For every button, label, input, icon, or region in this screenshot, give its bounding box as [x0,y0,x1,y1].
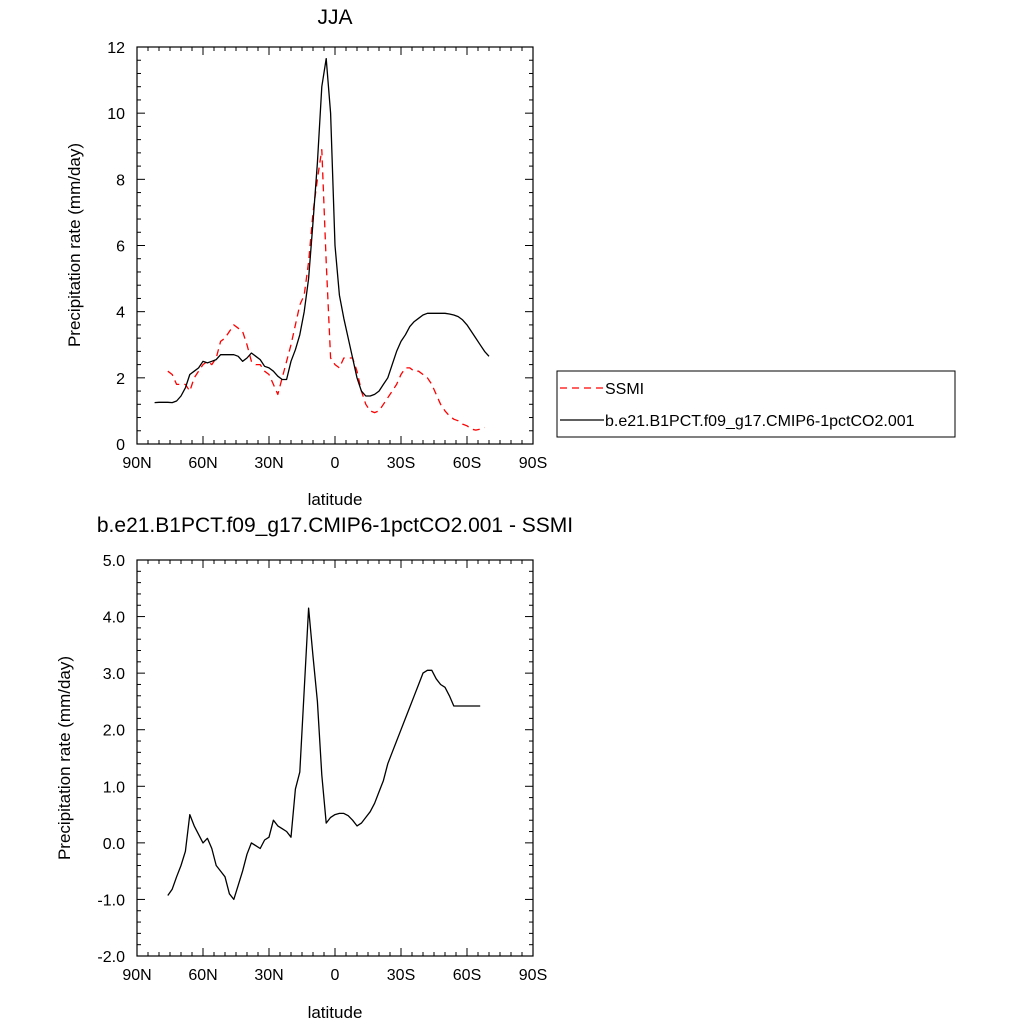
x-tick-label: 60S [453,967,481,984]
y-tick-label: 10 [107,106,125,123]
y-tick-label: 1.0 [103,779,125,796]
y-tick-label: -2.0 [97,949,125,966]
chart-difference: b.e21.B1PCT.f09_g17.CMIP6-1pctCO2.001 - … [55,514,573,1022]
y-tick-label: 5.0 [103,553,125,570]
series-group [154,57,490,431]
x-tick-label: 60S [453,455,481,472]
x-tick-label: 60N [188,967,217,984]
x-tick-label: 90S [519,967,547,984]
y-ticks: 0 2 4 6 8 10 12 [107,40,533,454]
y-axis-label: Precipitation rate (mm/day) [65,143,84,347]
x-tick-label: 0 [331,455,340,472]
x-tick-label: 30N [254,455,283,472]
chart-jja: JJA 90N 60N 30N 0 30S 60S 90S 0 2 4 6 8 10 12 latitu… [65,6,956,509]
chart-title: JJA [317,6,352,29]
legend-label-ssmi: SSMI [605,381,644,398]
x-tick-label: 90S [519,455,547,472]
x-axis-label: latitude [308,1003,363,1022]
chart-title: b.e21.B1PCT.f09_g17.CMIP6-1pctCO2.001 - … [97,514,573,537]
y-tick-label: 0 [116,437,125,454]
x-tick-label: 30N [254,967,283,984]
x-tick-label: 60N [188,455,217,472]
y-ticks: -2.0 -1.0 0.0 1.0 2.0 3.0 4.0 5.0 [97,553,533,966]
series-line-1 [154,57,490,404]
y-tick-label: 2.0 [103,723,125,740]
x-axis-label: latitude [308,490,363,509]
y-tick-label: 12 [107,40,125,57]
y-tick-label: 3.0 [103,666,125,683]
x-tick-label: 90N [122,455,151,472]
legend: SSMI b.e21.B1PCT.f09_g17.CMIP6-1pctCO2.0… [556,370,956,438]
y-tick-label: 2 [116,371,125,388]
y-tick-label: 4 [116,305,125,322]
x-ticks: 90N 60N 30N 0 30S 60S 90S [122,47,547,472]
y-tick-label: 8 [116,172,125,189]
y-tick-label: 4.0 [103,610,125,627]
legend-box [556,370,956,438]
x-ticks: 90N 60N 30N 0 30S 60S 90S [122,560,547,984]
x-tick-label: 0 [331,967,340,984]
x-tick-label: 30S [387,967,415,984]
series-group [167,607,481,901]
legend-label-model: b.e21.B1PCT.f09_g17.CMIP6-1pctCO2.001 [605,413,915,430]
y-tick-label: -1.0 [97,892,125,909]
series-line-0 [167,607,481,901]
x-tick-label: 90N [122,967,151,984]
x-tick-label: 30S [387,455,415,472]
y-axis-label: Precipitation rate (mm/day) [55,656,74,860]
series-line-0 [167,148,485,431]
y-tick-label: 6 [116,239,125,256]
y-tick-label: 0.0 [103,836,125,853]
plot-frame [136,559,534,957]
